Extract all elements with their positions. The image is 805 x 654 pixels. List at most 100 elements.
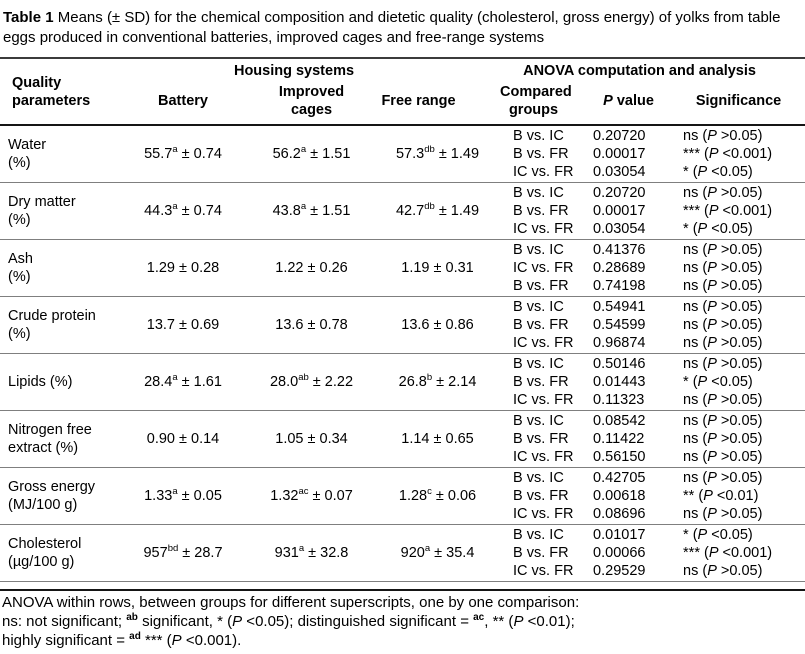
significance-italic-p: P xyxy=(707,317,717,333)
mean-sd-cell: 13.6 ± 0.78 xyxy=(248,297,375,354)
significance-line: ns (P >0.05) xyxy=(683,260,763,276)
mean-sd-cell: 56.2a ± 1.51 xyxy=(248,126,375,183)
significance-line: ** (P <0.01) xyxy=(683,488,759,504)
table-row: Ash (%) 1.29 ± 0.28 1.22 ± 0.26 1.19 ± 0.31… xyxy=(0,240,805,297)
mean-sd-cell: 44.3a ± 0.74 xyxy=(118,183,248,240)
compared-group-line: IC vs. FR xyxy=(513,563,574,579)
significance-line: * (P <0.05) xyxy=(683,221,753,237)
header-housing-systems: Housing systems xyxy=(233,63,355,79)
compared-group-line: IC vs. FR xyxy=(513,164,574,180)
p-value-line: 0.29529 xyxy=(593,563,646,579)
significance-cell: ns (P >0.05) ** (P <0.01) ns (P >0.05) xyxy=(672,468,805,525)
compared-groups-cell: B vs. IC B vs. FR IC vs. FR xyxy=(500,525,586,582)
mean-sd-cell: 43.8a ± 1.51 xyxy=(248,183,375,240)
compared-group-line: B vs. FR xyxy=(513,374,569,390)
header-significance: Significance xyxy=(672,83,805,126)
superscript-marker: bd xyxy=(167,543,179,555)
p-value-line: 0.11323 xyxy=(593,392,645,408)
compared-group-line: B vs. IC xyxy=(513,242,564,258)
p-value-line: 0.41376 xyxy=(593,242,646,258)
significance-italic-p: P xyxy=(703,488,713,504)
p-value-line: 0.01017 xyxy=(593,527,646,543)
quality-parameter-cell: Crude protein (%) xyxy=(0,297,118,354)
p-value-line: 0.03054 xyxy=(593,164,646,180)
mean-sd-cell: 57.3db ± 1.49 xyxy=(375,126,501,183)
table-header: Quality parameters Housing systems ANOVA… xyxy=(0,59,805,126)
significance-italic-p: P xyxy=(697,221,708,237)
header-column-row: Battery Improved cages Free range Compar… xyxy=(0,83,805,126)
p-value-line: 0.50146 xyxy=(593,356,646,372)
mean-sd-cell: 13.7 ± 0.69 xyxy=(118,297,248,354)
compared-group-line: IC vs. FR xyxy=(513,449,574,465)
mean-sd-cell: 1.05 ± 0.34 xyxy=(248,411,375,468)
compared-group-line: B vs. FR xyxy=(513,488,569,504)
mean-sd-cell: 1.14 ± 0.65 xyxy=(375,411,501,468)
mean-sd-cell: 920a ± 35.4 xyxy=(375,525,501,582)
compared-groups-cell: B vs. IC B vs. FR IC vs. FR xyxy=(500,126,586,183)
significance-line: ns (P >0.05) xyxy=(683,449,763,465)
compared-group-line: B vs. FR xyxy=(513,203,569,219)
quality-parameter-cell: Gross energy (MJ/100 g) xyxy=(0,468,118,525)
superscript-marker: ab xyxy=(298,372,309,384)
quality-parameter-cell: Cholesterol (µg/100 g) xyxy=(0,525,118,582)
superscript-marker: b xyxy=(426,372,433,384)
significance-line: ns (P >0.05) xyxy=(683,317,763,333)
significance-italic-p: P xyxy=(697,164,708,180)
quality-parameter-cell: Nitrogen free extract (%) xyxy=(0,411,118,468)
compared-group-line: IC vs. FR xyxy=(513,260,574,276)
superscript-marker: c xyxy=(427,486,432,498)
header-p-value: P value xyxy=(585,83,673,126)
header-free-range: Free range xyxy=(375,83,501,126)
compared-group-line: B vs. IC xyxy=(513,128,564,144)
p-value-line: 0.74198 xyxy=(593,278,646,294)
compared-groups-cell: B vs. IC B vs. FR IC vs. FR xyxy=(500,183,586,240)
significance-cell: ns (P >0.05) *** (P <0.001) * (P <0.05) xyxy=(672,126,805,183)
mean-sd-cell: 931a ± 32.8 xyxy=(248,525,375,582)
page: Table 1 Means (± SD) for the chemical co… xyxy=(0,8,805,650)
significance-italic-p: P xyxy=(708,545,719,561)
compared-group-line: B vs. IC xyxy=(513,185,564,201)
p-value-line: 0.00066 xyxy=(593,545,646,561)
compared-group-line: B vs. IC xyxy=(513,527,564,543)
significance-line: ns (P >0.05) xyxy=(683,278,763,294)
mean-sd-cell: 55.7a ± 0.74 xyxy=(118,126,248,183)
footnote-superscript: ab xyxy=(126,612,138,623)
header-group-row: Quality parameters Housing systems ANOVA… xyxy=(0,59,805,126)
significance-italic-p: P xyxy=(707,470,717,486)
header-improved-cages: Improved cages xyxy=(248,83,375,126)
mean-sd-cell: 1.28c ± 0.06 xyxy=(375,468,501,525)
table-1: Quality parameters Housing systems ANOVA… xyxy=(0,57,805,582)
significance-line: ns (P >0.05) xyxy=(683,299,763,315)
compared-groups-cell: B vs. IC B vs. FR IC vs. FR xyxy=(500,354,586,411)
significance-italic-p: P xyxy=(707,506,717,522)
p-value-cell: 0.20720 0.00017 0.03054 xyxy=(585,126,673,183)
significance-italic-p: P xyxy=(707,431,717,447)
p-value-cell: 0.01017 0.00066 0.29529 xyxy=(585,525,673,582)
header-compared-groups: Compared groups xyxy=(500,83,586,126)
significance-line: ns (P >0.05) xyxy=(683,128,763,144)
p-value-italic-p: P xyxy=(603,93,613,109)
significance-cell: ns (P >0.05) * (P <0.05) ns (P >0.05) xyxy=(672,354,805,411)
table-row: Crude protein (%) 13.7 ± 0.69 13.6 ± 0.78 1… xyxy=(0,297,805,354)
p-value-line: 0.20720 xyxy=(593,185,646,201)
significance-italic-p: P xyxy=(707,413,717,429)
significance-line: * (P <0.05) xyxy=(683,374,753,390)
significance-line: ns (P >0.05) xyxy=(683,431,763,447)
compared-groups-cell: B vs. IC B vs. FR IC vs. FR xyxy=(500,468,586,525)
significance-italic-p: P xyxy=(707,128,717,144)
significance-line: ns (P >0.05) xyxy=(683,506,763,522)
table-row: Dry matter (%) 44.3a ± 0.74 43.8a ± 1.51 42… xyxy=(0,183,805,240)
footnote-italic-p: P xyxy=(171,632,182,649)
superscript-marker: a xyxy=(300,144,307,156)
mean-sd-cell: 1.19 ± 0.31 xyxy=(375,240,501,297)
significance-line: ns (P >0.05) xyxy=(683,563,763,579)
superscript-marker: a xyxy=(172,372,178,384)
significance-line: ns (P >0.05) xyxy=(683,335,763,351)
mean-sd-cell: 28.4a ± 1.61 xyxy=(118,354,248,411)
mean-sd-cell: 13.6 ± 0.86 xyxy=(375,297,501,354)
significance-italic-p: P xyxy=(707,185,717,201)
compared-group-line: B vs. FR xyxy=(513,431,569,447)
compared-group-line: IC vs. FR xyxy=(513,335,574,351)
p-value-cell: 0.20720 0.00017 0.03054 xyxy=(585,183,673,240)
significance-italic-p: P xyxy=(697,374,708,390)
